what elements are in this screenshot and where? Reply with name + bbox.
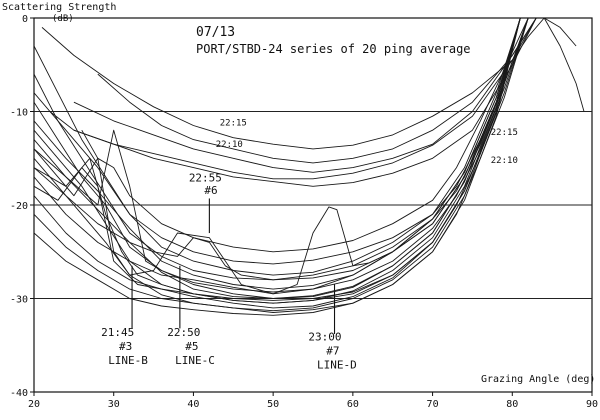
- annotation-5: 22:55: [189, 172, 222, 185]
- y-tick-label: 0: [22, 14, 28, 25]
- annotation-3: 22:15: [491, 128, 518, 138]
- x-axis-label: Grazing Angle (deg): [481, 374, 595, 385]
- annotation-11: #5: [185, 340, 198, 353]
- y-axis-label: Scattering Strength: [2, 2, 116, 13]
- series-line-13: [34, 18, 521, 299]
- x-tick-label: 90: [586, 399, 598, 410]
- annotation-9: LINE-B: [108, 354, 148, 367]
- series-line-16: [34, 18, 521, 299]
- annotation-12: LINE-C: [175, 354, 215, 367]
- series-line-2: [97, 18, 537, 164]
- x-tick-label: 30: [108, 399, 120, 410]
- y-tick-label: -20: [10, 201, 28, 212]
- y-tick-label: -30: [10, 295, 28, 306]
- series-line-11: [34, 18, 521, 276]
- annotation-2: 22:10: [216, 140, 243, 150]
- series-line-7: [34, 18, 529, 281]
- series-line-6: [34, 18, 529, 265]
- annotation-6: #6: [204, 184, 217, 197]
- series-line-19: [34, 18, 521, 295]
- x-tick-label: 70: [427, 399, 439, 410]
- series-line-24: [543, 18, 585, 112]
- series-line-14: [34, 18, 521, 304]
- series-line-20: [34, 18, 521, 301]
- annotation-layer: 22:15 22:10 22:15 22:10 22:55#6 21:45#3LINE-B…: [101, 119, 518, 372]
- annotation-13: 23:00: [308, 331, 341, 344]
- marker-layer: [131, 198, 336, 335]
- annotation-4: 22:10: [491, 156, 518, 166]
- series-line-9: [34, 18, 529, 304]
- series-line-5: [73, 18, 537, 187]
- series-line-8: [34, 18, 529, 293]
- series-line-18: [34, 18, 521, 281]
- y-axis-unit: (dB): [52, 14, 74, 24]
- x-tick-label: 80: [506, 399, 518, 410]
- chart-title: 07/13: [196, 25, 235, 40]
- annotation-15: LINE-D: [317, 359, 357, 372]
- annotation-10: 22:50: [167, 326, 200, 339]
- series-line-12: [34, 18, 521, 290]
- series-line-4: [49, 18, 537, 180]
- series-line-23: [81, 18, 529, 253]
- y-tick-label: -40: [10, 388, 28, 399]
- annotation-1: 22:15: [220, 119, 247, 129]
- series-line-1: [41, 18, 577, 150]
- chart-subtitle: PORT/STBD-24 series of 20 ping average: [196, 42, 471, 56]
- series-line-22: [34, 18, 521, 316]
- series-layer: [34, 18, 585, 316]
- series-line-21: [34, 18, 521, 312]
- x-tick-label: 40: [187, 399, 199, 410]
- series-line-17: [34, 18, 521, 295]
- annotation-8: #3: [119, 340, 132, 353]
- x-tick-label: 20: [28, 399, 40, 410]
- series-line-10: [34, 18, 529, 313]
- series-line-3: [73, 18, 537, 173]
- annotation-7: 21:45: [101, 326, 134, 339]
- x-tick-label: 50: [267, 399, 279, 410]
- y-tick-label: -10: [10, 108, 28, 119]
- x-tick-label: 60: [347, 399, 359, 410]
- annotation-14: #7: [326, 345, 339, 358]
